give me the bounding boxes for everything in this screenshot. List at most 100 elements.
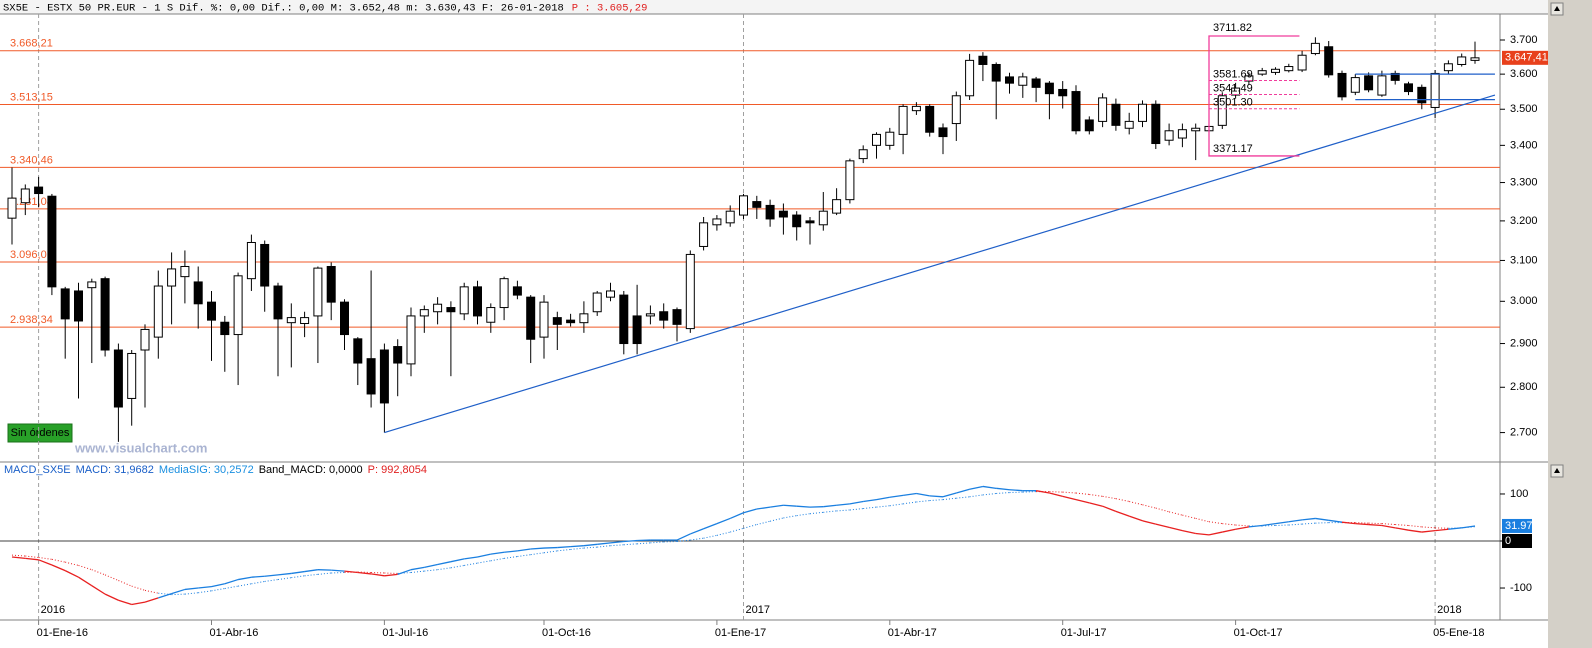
range-box	[1208, 35, 1300, 157]
series-segment	[1142, 504, 1156, 509]
orders-button[interactable]	[7, 423, 73, 443]
candle-body	[180, 265, 190, 278]
candle-body	[1390, 72, 1400, 81]
series-segment	[1168, 526, 1183, 532]
series-segment	[238, 583, 252, 587]
series-segment	[144, 589, 159, 594]
candle-body	[167, 268, 177, 287]
y-tick-label: 3.100	[1510, 254, 1538, 266]
series-segment	[756, 520, 771, 526]
candle-body	[938, 127, 948, 138]
candle-body	[659, 311, 669, 321]
series-segment	[91, 585, 106, 595]
series-segment	[623, 539, 638, 543]
range-level-label: 3581.69	[1213, 68, 1253, 80]
candle-body	[113, 349, 123, 408]
series-segment	[863, 498, 877, 503]
series-segment	[969, 494, 983, 498]
series-segment	[530, 547, 545, 550]
y-tick-label: -100	[1510, 582, 1532, 594]
series-segment	[211, 588, 225, 592]
year-label: 2016	[41, 604, 65, 616]
series-segment	[570, 547, 584, 550]
series-segment	[610, 540, 624, 544]
candle-body	[1257, 70, 1267, 75]
candle-body	[552, 317, 562, 325]
series-segment	[118, 580, 132, 587]
range-level-label: 3541.49	[1213, 82, 1253, 94]
candle-body	[193, 281, 203, 305]
series-segment	[543, 550, 558, 554]
series-segment	[437, 567, 451, 571]
series-segment	[769, 517, 784, 522]
candle-body	[1084, 119, 1094, 132]
year-label: 2018	[1437, 604, 1461, 616]
series-segment	[889, 503, 904, 507]
series-segment	[477, 553, 491, 558]
indicator-header: P: 992,8054	[368, 464, 427, 476]
indicator-header: MACD_SX5E	[4, 464, 71, 476]
candle-body	[47, 195, 57, 288]
series-segment	[1421, 526, 1436, 529]
range-label: 3711.82	[1213, 22, 1252, 34]
series-segment	[464, 556, 478, 560]
candle-body	[712, 218, 722, 226]
series-segment	[264, 574, 279, 577]
y-tick-label: 3.200	[1510, 215, 1538, 227]
series-segment	[743, 508, 757, 514]
panel-button-icon	[1554, 6, 1560, 11]
watermark: www.visualchart.com	[74, 440, 207, 455]
series-segment	[410, 570, 425, 574]
series-segment	[224, 585, 239, 589]
series-segment	[158, 593, 172, 599]
series-segment	[916, 500, 930, 503]
series-segment	[1142, 520, 1156, 525]
series-segment	[464, 562, 478, 566]
series-segment	[277, 577, 292, 581]
series-segment	[1115, 510, 1130, 517]
series-segment	[237, 576, 252, 581]
series-segment	[929, 495, 944, 498]
series-segment	[437, 561, 452, 566]
series-segment	[51, 564, 66, 572]
series-segment	[1395, 524, 1409, 526]
series-segment	[703, 522, 718, 530]
series-segment	[916, 492, 930, 497]
candle-body	[739, 195, 748, 216]
series-segment	[1009, 489, 1023, 492]
series-segment	[424, 563, 438, 568]
series-segment	[1062, 491, 1077, 494]
candle-body	[499, 278, 509, 309]
level-label: 3.096,01	[10, 249, 53, 261]
candle-body	[340, 301, 349, 336]
candle-body	[1111, 103, 1121, 126]
series-segment	[104, 593, 119, 601]
value-tag	[1502, 534, 1532, 548]
candle-body	[1177, 129, 1187, 139]
candle-body	[100, 278, 110, 351]
series-segment	[251, 575, 265, 578]
value-tag-label: 31.97	[1505, 520, 1533, 532]
series-segment	[104, 574, 119, 581]
range-level-label: 3501.30	[1213, 97, 1253, 109]
series-segment	[25, 555, 39, 558]
series-segment	[969, 485, 984, 490]
candle-body	[1417, 86, 1427, 104]
candle-body	[1350, 77, 1360, 93]
y-tick-label: 3.700	[1510, 34, 1538, 46]
series-segment	[64, 570, 79, 578]
candle-body	[619, 294, 629, 345]
candle-body	[1324, 46, 1334, 76]
candle-body	[1457, 56, 1467, 65]
series-segment	[849, 500, 864, 505]
series-segment	[1182, 514, 1196, 519]
series-segment	[823, 510, 837, 513]
x-tick-label: 01-Jul-16	[382, 627, 428, 639]
series-segment	[317, 572, 332, 575]
series-segment	[371, 573, 385, 577]
x-tick-label: 01-Oct-17	[1234, 627, 1283, 639]
series-segment	[171, 588, 186, 595]
series-segment	[131, 585, 146, 591]
value-tag-label: 0	[1505, 535, 1511, 547]
